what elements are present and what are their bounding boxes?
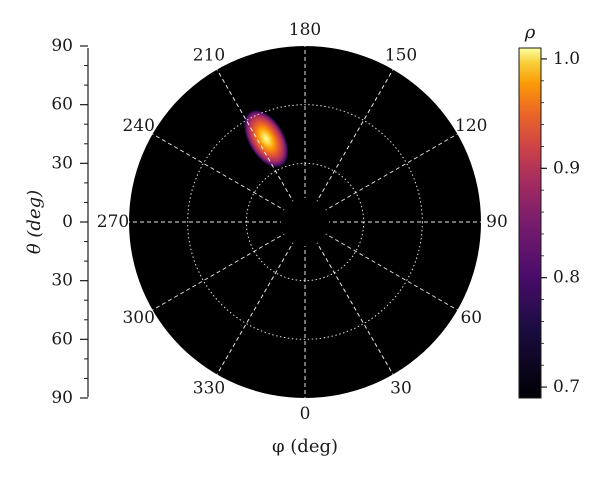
grid-ring-60 bbox=[187, 104, 423, 340]
grid-spoke-120 bbox=[304, 133, 458, 223]
phi-tick-label-90: 90 bbox=[486, 212, 508, 232]
colorbar-gradient bbox=[518, 47, 542, 399]
theta-tick-label: 90 bbox=[51, 36, 73, 56]
center-mask bbox=[281, 198, 329, 246]
grid-spoke-330 bbox=[216, 221, 306, 375]
grid-spoke-30 bbox=[304, 221, 394, 375]
grid-spoke-60 bbox=[304, 221, 458, 311]
theta-tick-label: 60 bbox=[51, 329, 73, 349]
phi-tick-label-60: 60 bbox=[460, 308, 482, 328]
phi-tick-label-120: 120 bbox=[455, 116, 487, 136]
phi-tick-label-270: 270 bbox=[97, 212, 129, 232]
colorbar-title: ρ bbox=[524, 22, 536, 43]
x-axis-title: φ (deg) bbox=[272, 436, 338, 457]
theta-axis bbox=[80, 45, 89, 399]
heatmap-peak-region bbox=[243, 109, 289, 168]
phi-tick-label-0: 0 bbox=[300, 404, 311, 424]
theta-tick-label: 30 bbox=[51, 271, 73, 291]
phi-tick-label-210: 210 bbox=[193, 46, 225, 66]
y-axis-title: θ (deg) bbox=[24, 190, 45, 254]
grid-spoke-210 bbox=[216, 69, 306, 223]
theta-tick-label: 60 bbox=[51, 95, 73, 115]
theta-tick-label: 30 bbox=[51, 153, 73, 173]
colorbar: ρ 0.7 0.8 0.9 1.0 bbox=[518, 22, 580, 399]
polar-grid bbox=[129, 46, 481, 398]
phi-tick-label-180: 180 bbox=[289, 20, 321, 40]
colorbar-tick-label: 0.7 bbox=[553, 377, 580, 397]
phi-tick-label-150: 150 bbox=[385, 46, 417, 66]
grid-spoke-240 bbox=[152, 133, 306, 223]
theta-tick-label: 0 bbox=[62, 212, 73, 232]
phi-tick-label-30: 30 bbox=[390, 378, 412, 398]
phi-tick-label-300: 300 bbox=[122, 308, 154, 328]
phi-tick-label-330: 330 bbox=[193, 378, 225, 398]
grid-spoke-300 bbox=[152, 221, 306, 311]
theta-tick-label: 90 bbox=[51, 388, 73, 408]
colorbar-tick-label: 0.9 bbox=[553, 158, 580, 178]
phi-tick-label-240: 240 bbox=[122, 116, 154, 136]
grid-ring-30 bbox=[245, 162, 365, 282]
grid-spoke-150 bbox=[304, 69, 394, 223]
colorbar-tick-label: 1.0 bbox=[553, 49, 580, 69]
theta-tick-labels: 90 60 30 0 30 60 90 bbox=[51, 36, 73, 408]
colorbar-tick-label: 0.8 bbox=[553, 268, 580, 288]
phi-tick-labels: 0 30 60 90 120 150 180 210 240 270 300 330 bbox=[97, 20, 508, 424]
